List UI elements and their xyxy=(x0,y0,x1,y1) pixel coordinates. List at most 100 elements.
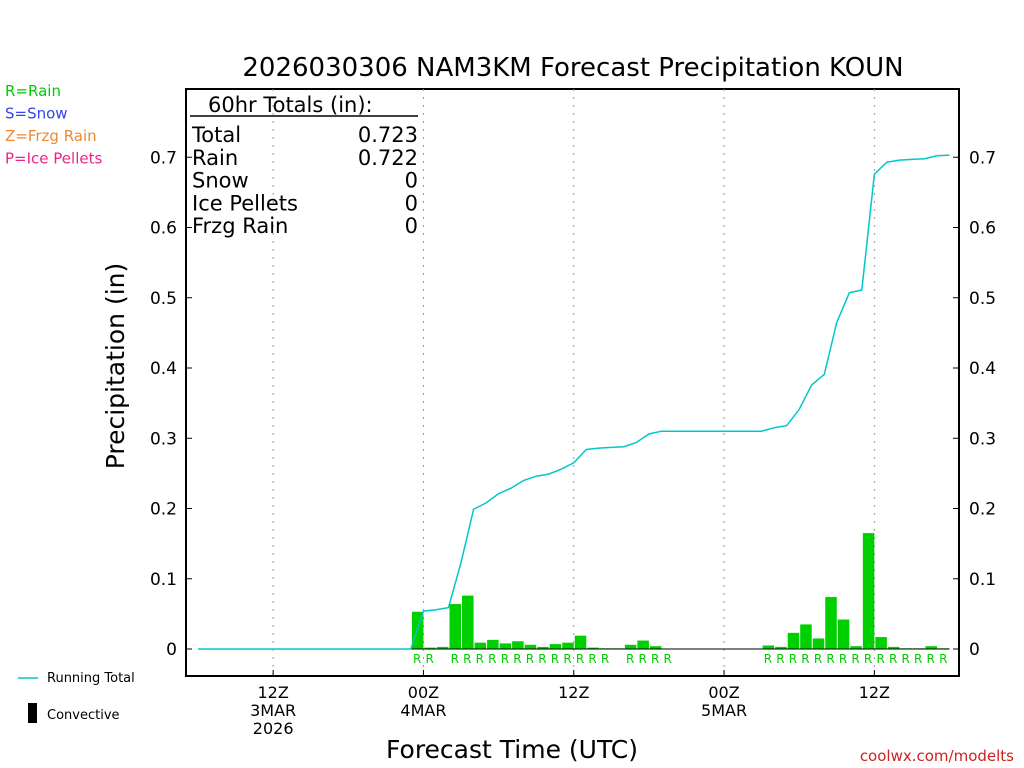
y-tick-label: 0.1 xyxy=(150,570,177,590)
precip-type-label: R xyxy=(588,652,596,666)
precip-bar xyxy=(800,624,812,649)
running-total-legend-label: Running Total xyxy=(47,671,135,686)
x-tick-label: 2026 xyxy=(253,719,294,738)
precip-type-label: R xyxy=(851,652,859,666)
credit-text: coolwx.com/modelts xyxy=(860,747,1014,765)
x-tick-label: 4MAR xyxy=(400,701,446,720)
totals-box: 60hr Totals (in): Total 0.723 Rain 0.722 Sno… xyxy=(190,93,418,238)
x-tick-label: 00Z xyxy=(708,683,739,702)
precip-type-label: R xyxy=(413,652,421,666)
precip-type-label: R xyxy=(651,652,659,666)
precip-type-label: R xyxy=(451,652,459,666)
precip-type-label: R xyxy=(864,652,872,666)
precip-type-label: R xyxy=(601,652,609,666)
precip-type-label: R xyxy=(488,652,496,666)
precip-bar xyxy=(812,638,825,649)
type-legend-item: R=Rain xyxy=(5,82,61,100)
precip-bar xyxy=(562,642,574,649)
precip-bar xyxy=(436,646,449,649)
precip-bar xyxy=(487,639,499,649)
precip-bar xyxy=(624,644,637,649)
y-tick-label: 0.7 xyxy=(969,148,996,168)
bars xyxy=(411,533,950,649)
y-tick-label: 0.1 xyxy=(969,570,996,590)
type-legend-item: S=Snow xyxy=(5,105,68,123)
running-total-series xyxy=(198,154,950,650)
totals-row-label: Ice Pellets xyxy=(192,191,298,215)
precip-bar xyxy=(825,597,837,649)
chart-title: 2026030306 NAM3KM Forecast Precipitation… xyxy=(242,53,903,83)
precip-type-label: R xyxy=(626,652,634,666)
precip-type-label: R xyxy=(563,652,571,666)
precip-bar xyxy=(474,642,487,649)
y-tick-label: 0.4 xyxy=(969,359,996,379)
totals-row-label: Snow xyxy=(192,169,249,193)
precip-bar xyxy=(587,647,599,649)
y-tick-label: 0.2 xyxy=(150,500,177,520)
precip-bar xyxy=(775,646,787,649)
y-tick-label: 0.7 xyxy=(150,148,177,168)
y-axis-right: 0 0.1 0.2 0.3 0.4 0.5 0.6 0.7 xyxy=(953,148,996,660)
x-tick-label: 5MAR xyxy=(701,701,747,720)
precip-bar xyxy=(499,643,512,649)
precip-type-label: R xyxy=(463,652,471,666)
y-axis-left: 0 0.1 0.2 0.3 0.4 0.5 0.6 0.7 xyxy=(150,148,192,660)
totals-row-label: Total xyxy=(191,123,241,147)
type-legend-item: P=Ice Pellets xyxy=(5,150,102,168)
footer-legend: Running Total Convective xyxy=(18,671,135,723)
precip-bar xyxy=(462,595,474,649)
x-tick-label: 00Z xyxy=(408,683,439,702)
precip-bar xyxy=(649,646,662,649)
precip-type-label: R xyxy=(839,652,847,666)
totals-row-value: 0.722 xyxy=(358,146,418,170)
totals-row-value: 0 xyxy=(405,214,418,238)
y-tick-label: 0.6 xyxy=(969,219,996,239)
y-tick-label: 0.5 xyxy=(969,289,996,309)
precip-type-legend: R=Rain S=Snow Z=Frzg Rain P=Ice Pellets xyxy=(5,82,102,168)
precip-type-label: R xyxy=(476,652,484,666)
precip-type-label: R xyxy=(826,652,834,666)
precip-bar xyxy=(424,647,436,649)
precip-type-label: R xyxy=(776,652,784,666)
precip-type-label: R xyxy=(876,652,884,666)
x-axis-label: Forecast Time (UTC) xyxy=(386,735,638,764)
type-legend-item: Z=Frzg Rain xyxy=(5,127,97,145)
precip-type-label: R xyxy=(901,652,909,666)
precip-bar xyxy=(524,644,537,649)
y-tick-label: 0.6 xyxy=(150,219,177,239)
precip-type-label: R xyxy=(513,652,521,666)
convective-legend-label: Convective xyxy=(47,708,120,723)
precip-type-label: R xyxy=(426,652,434,666)
precip-type-label: R xyxy=(638,652,646,666)
precip-type-label: R xyxy=(551,652,559,666)
precip-type-label: R xyxy=(664,652,672,666)
x-tick-label: 3MAR xyxy=(250,701,296,720)
x-tick-label: 12Z xyxy=(859,683,890,702)
running-total-line xyxy=(198,154,950,650)
y-tick-label: 0.5 xyxy=(150,289,177,309)
totals-heading: 60hr Totals (in): xyxy=(208,93,373,117)
precip-type-label: R xyxy=(914,652,922,666)
y-tick-label: 0 xyxy=(969,640,980,660)
precip-type-label: R xyxy=(814,652,822,666)
y-axis-label: Precipitation (in) xyxy=(101,263,130,470)
totals-row-label: Rain xyxy=(192,146,238,170)
precip-bar xyxy=(574,635,587,649)
precip-type-label: R xyxy=(939,652,947,666)
y-tick-label: 0.3 xyxy=(969,429,996,449)
precip-bar xyxy=(887,646,900,649)
y-tick-label: 0 xyxy=(166,640,177,660)
totals-row-value: 0.723 xyxy=(358,123,418,147)
precip-type-label: R xyxy=(526,652,534,666)
precip-bar xyxy=(449,604,462,649)
precip-type-label: R xyxy=(889,652,897,666)
totals-row-value: 0 xyxy=(405,191,418,215)
precip-type-label: R xyxy=(764,652,772,666)
precip-bar xyxy=(837,619,850,649)
precip-bar xyxy=(875,637,887,649)
totals-row-label: Frzg Rain xyxy=(192,214,288,238)
x-tick-label: 12Z xyxy=(558,683,589,702)
precip-bar xyxy=(787,632,800,649)
